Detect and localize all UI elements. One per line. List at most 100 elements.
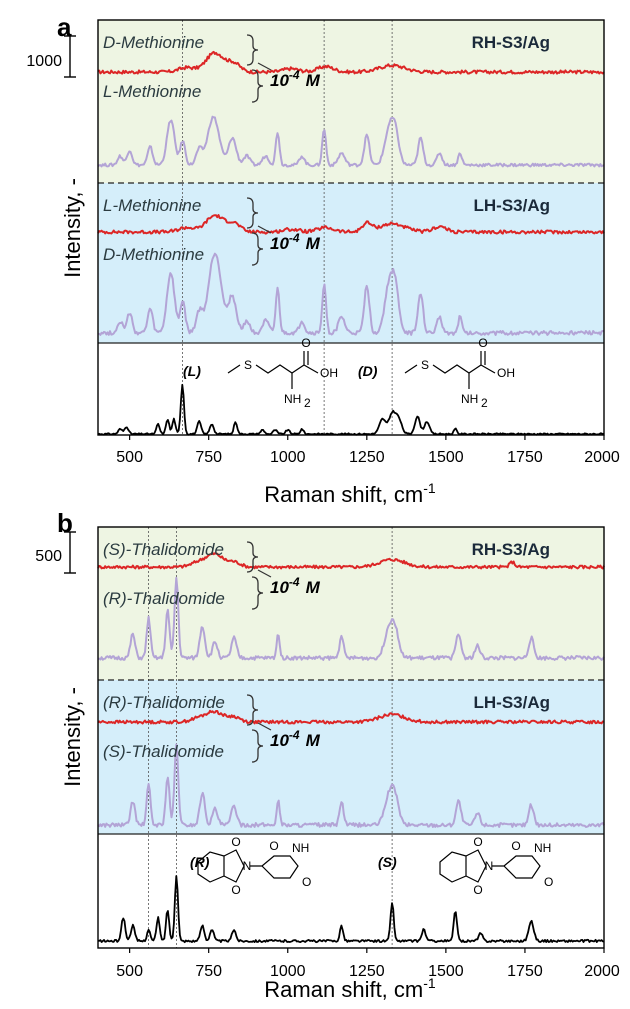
structure-label-right: (S) <box>378 854 397 870</box>
imide-ring <box>465 849 487 883</box>
spectrum-reference-RH-S3/Ag <box>97 115 604 168</box>
x-tick-label: 1750 <box>507 449 543 466</box>
lower-brace <box>251 69 264 103</box>
concentration-label: 10-4 M <box>270 68 321 90</box>
scale-bar-label: 500 <box>35 548 62 565</box>
section-annotation-RH-S3/Ag: RH-S3/Ag D-Methionine L-Methionine 10-4 M <box>103 33 550 103</box>
x-tick-label: 500 <box>116 449 143 466</box>
section-annotation-LH-S3/Ag: LH-S3/Ag L-Methionine D-Methionine 10-4 M <box>103 196 550 266</box>
x-axis-title: Raman shift, cm-1 <box>264 975 436 1002</box>
sample-name-label: RH-S3/Ag <box>472 540 550 559</box>
lower-enantiomer-label: (S)-Thalidomide <box>103 742 224 761</box>
hydroxyl-group: OH <box>497 366 515 380</box>
oxygen-atom: O <box>473 835 482 849</box>
panel-b: 500 750 1000 1250 1500 1750 2000 Raman shift, c… <box>35 508 620 1002</box>
oxygen-atom: O <box>473 883 482 897</box>
lower-brace <box>251 232 264 266</box>
upper-enantiomer-label: D-Methionine <box>103 33 204 52</box>
structure-label-left: (L) <box>183 363 201 379</box>
structure-label-left: (R) <box>190 854 210 870</box>
upper-enantiomer-label: (S)-Thalidomide <box>103 540 224 559</box>
imide-ring <box>223 849 245 883</box>
amine-group: NH <box>461 392 478 406</box>
nh-group: NH <box>292 841 309 855</box>
glutarimide-ring <box>492 855 541 879</box>
spectrum-reference-RH-S3/Ag <box>97 576 605 661</box>
oxygen-atom: O <box>478 336 487 350</box>
spectrum-sample-RH-S3/Ag <box>97 50 605 75</box>
nitrogen-atom: N <box>485 859 494 873</box>
plot-frame <box>97 526 605 949</box>
glutarimide-ring <box>250 855 299 879</box>
spectrum-sample-RH-S3/Ag <box>97 551 605 570</box>
section-background-green <box>98 527 604 680</box>
structure-label-right: (D) <box>358 363 378 379</box>
x-tick-label: 750 <box>195 449 222 466</box>
concentration-label: 10-4 M <box>270 575 321 597</box>
y-axis-title: Intensity, - <box>60 687 85 787</box>
molecule-structure-l-methionine: S O OH NH 2 <box>227 336 338 410</box>
upper-brace <box>246 694 259 726</box>
lower-brace <box>251 729 264 763</box>
brace-connector <box>257 722 272 731</box>
amine-subscript: 2 <box>481 396 488 410</box>
lower-enantiomer-label: D-Methionine <box>103 245 204 264</box>
lower-brace <box>251 576 264 610</box>
spectrum-sample-LH-S3/Ag <box>97 709 605 725</box>
oxygen-atom: O <box>231 883 240 897</box>
scale-bar-label: 1000 <box>26 53 62 70</box>
lower-enantiomer-label: L-Methionine <box>103 82 201 101</box>
upper-brace <box>246 197 259 229</box>
bond-lines <box>404 351 496 374</box>
sulfur-atom: S <box>244 358 252 372</box>
spectrum-sample-LH-S3/Ag <box>97 214 605 235</box>
spectrum-reference-LH-S3/Ag <box>97 743 605 828</box>
x-tick-label: 2000 <box>584 963 620 980</box>
lower-enantiomer-label: (R)-Thalidomide <box>103 589 225 608</box>
panel-letter: b <box>57 508 73 538</box>
x-tick-label: 1500 <box>428 963 464 980</box>
spectrum-reference-LH-S3/Ag <box>97 252 605 336</box>
x-axis-title: Raman shift, cm-1 <box>264 480 436 507</box>
bond-lines <box>227 351 319 374</box>
oxygen-atom: O <box>301 336 310 350</box>
oxygen-atom: O <box>544 875 553 889</box>
panel-letter: a <box>57 12 72 42</box>
x-tick-label: 750 <box>195 963 222 980</box>
oxygen-atom: O <box>269 839 278 853</box>
x-tick-label: 1750 <box>507 963 543 980</box>
upper-enantiomer-label: (R)-Thalidomide <box>103 693 225 712</box>
oxygen-atom: O <box>511 839 520 853</box>
y-axis-title: Intensity, - <box>60 178 85 278</box>
sample-name-label: RH-S3/Ag <box>472 33 550 52</box>
section-annotation-LH-S3/Ag: LH-S3/Ag (R)-Thalidomide (S)-Thalidomide 10… <box>103 693 551 763</box>
upper-brace <box>246 541 259 573</box>
sulfur-atom: S <box>421 358 429 372</box>
x-tick-label: 1500 <box>428 449 464 466</box>
upper-enantiomer-label: L-Methionine <box>103 196 201 215</box>
x-tick-label: 500 <box>116 963 143 980</box>
brace-connector <box>257 569 272 578</box>
molecule-structure-d-methionine: S O OH NH 2 <box>404 336 515 410</box>
brace-connector <box>257 225 272 234</box>
nh-group: NH <box>534 841 551 855</box>
section-background-white <box>98 834 604 948</box>
amine-subscript: 2 <box>304 396 311 410</box>
section-background-blue <box>98 680 604 834</box>
x-tick-label: 1000 <box>270 449 306 466</box>
amine-group: NH <box>284 392 301 406</box>
brace-connector <box>257 62 272 71</box>
section-annotation-RH-S3/Ag: RH-S3/Ag (S)-Thalidomide (R)-Thalidomide 10… <box>103 540 550 610</box>
concentration-label: 10-4 M <box>270 231 321 253</box>
x-tick-label: 1000 <box>270 963 306 980</box>
panel-a: 500 750 1000 1250 1500 1750 2000 Raman shift, c… <box>26 12 619 507</box>
sample-name-label: LH-S3/Ag <box>474 693 551 712</box>
plot-frame <box>97 19 605 436</box>
oxygen-atom: O <box>302 875 311 889</box>
oxygen-atom: O <box>231 835 240 849</box>
upper-brace <box>246 34 259 66</box>
x-tick-label: 1250 <box>349 963 385 980</box>
